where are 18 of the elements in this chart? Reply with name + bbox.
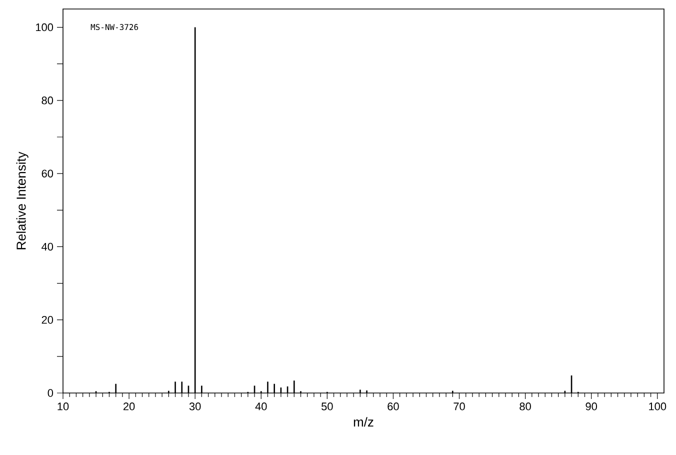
x-tick-label: 10: [58, 402, 69, 410]
y-tick-label: 80: [42, 96, 54, 104]
x-tick-label: 80: [520, 402, 531, 410]
x-tick-label: 70: [454, 402, 465, 410]
y-tick-label: 40: [42, 242, 54, 251]
x-axis-title: m/z: [354, 417, 374, 427]
x-tick-label: 90: [586, 402, 597, 410]
x-tick-label: 20: [123, 402, 135, 410]
x-tick-label: 60: [388, 402, 399, 410]
y-tick-label: 0: [48, 389, 54, 397]
y-tick-label: 60: [42, 170, 54, 178]
y-tick-label: 100: [36, 23, 54, 32]
x-tick-label: 40: [255, 402, 267, 410]
x-tick-label: 30: [189, 402, 201, 410]
y-tick-label: 20: [42, 316, 54, 324]
x-tick-label: 50: [322, 402, 333, 410]
y-axis-title: Relative Intensity: [16, 152, 28, 250]
x-tick-label: 100: [649, 402, 666, 410]
